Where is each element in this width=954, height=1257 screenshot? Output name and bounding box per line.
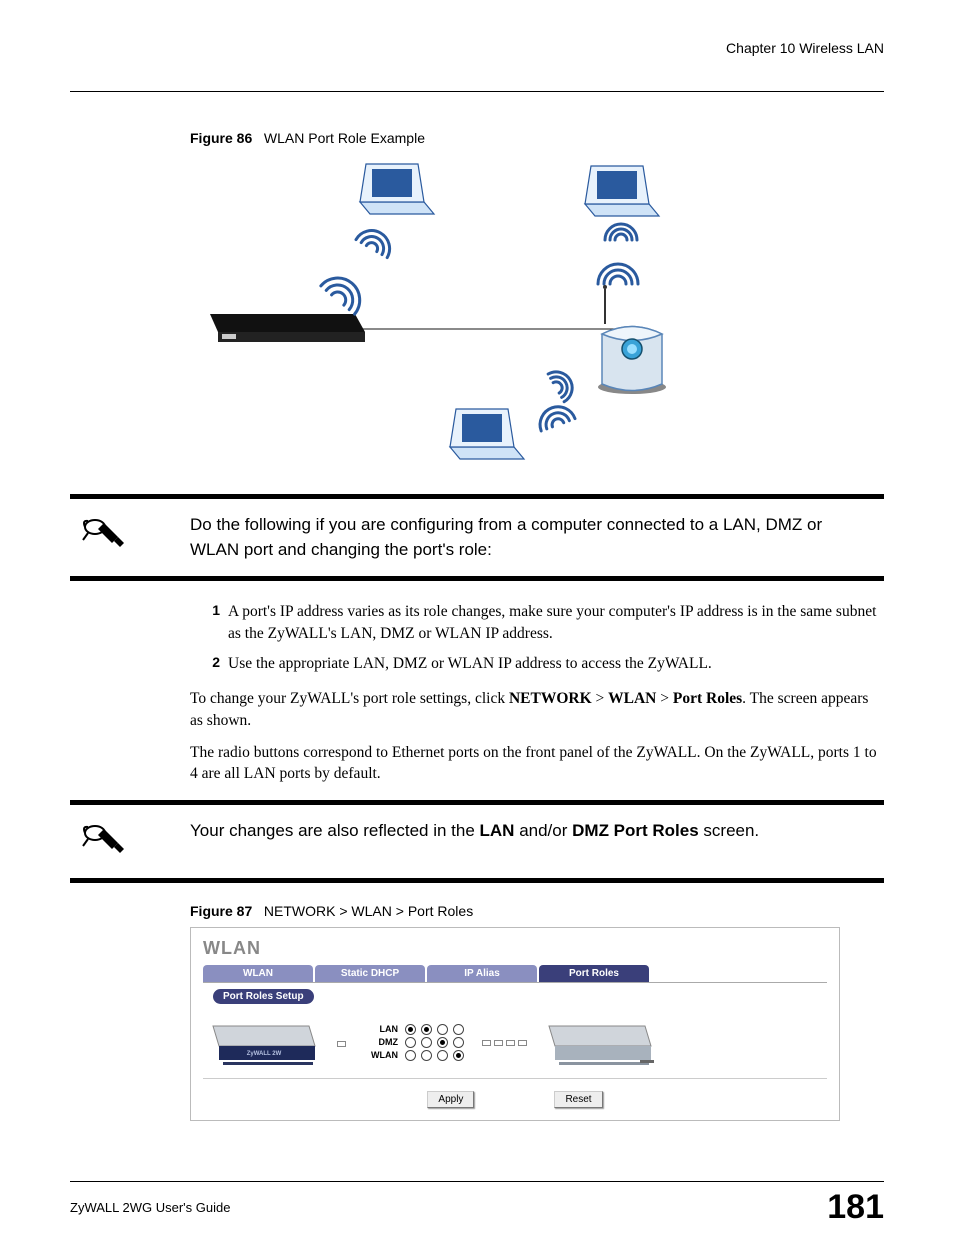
note-icon	[80, 821, 128, 861]
step-text-2: Use the appropriate LAN, DMZ or WLAN IP …	[228, 653, 712, 675]
radio-wlan-4[interactable]	[453, 1050, 464, 1061]
radio-dmz-4[interactable]	[453, 1037, 464, 1048]
radio-label-dmz: DMZ	[364, 1037, 400, 1047]
port-slot-left-icon	[337, 1034, 346, 1050]
port-roles-radio-grid: LAN DMZ	[364, 1024, 464, 1061]
figure-87-caption: Figure 87 NETWORK > WLAN > Port Roles	[190, 903, 884, 919]
step-number-1: 1	[190, 601, 228, 644]
radio-dmz-1[interactable]	[405, 1037, 416, 1048]
tabs-row: WLAN Static DHCP IP Alias Port Roles	[203, 965, 827, 983]
note-1-text: Do the following if you are configuring …	[160, 513, 884, 562]
steps-list: 1 A port's IP address varies as its role…	[190, 601, 884, 674]
note-block-2: Your changes are also reflected in the L…	[70, 800, 884, 883]
figure-86-label: Figure 86	[190, 130, 252, 146]
device-left-illustration: ZyWALL 2W	[209, 1016, 319, 1068]
tab-wlan[interactable]: WLAN	[203, 965, 313, 982]
figure-86-title: WLAN Port Role Example	[264, 130, 425, 146]
page-number: 181	[827, 1188, 884, 1227]
section-port-roles-setup: Port Roles Setup	[213, 989, 314, 1004]
radio-dmz-2[interactable]	[421, 1037, 432, 1048]
apply-button[interactable]: Apply	[427, 1091, 474, 1108]
wlan-panel-title: WLAN	[203, 938, 827, 959]
svg-text:ZyWALL 2W: ZyWALL 2W	[247, 1051, 282, 1057]
note-icon	[80, 515, 128, 555]
radio-dmz-3[interactable]	[437, 1037, 448, 1048]
paragraph-port-roles-path: To change your ZyWALL's port role settin…	[190, 688, 884, 731]
radio-lan-3[interactable]	[437, 1024, 448, 1035]
radio-lan-4[interactable]	[453, 1024, 464, 1035]
radio-row-wlan: WLAN	[364, 1050, 464, 1061]
radio-lan-2[interactable]	[421, 1024, 432, 1035]
figure-86-diagram	[190, 154, 710, 464]
radio-row-lan: LAN	[364, 1024, 464, 1035]
note-block-1: Do the following if you are configuring …	[70, 494, 884, 581]
radio-lan-1[interactable]	[405, 1024, 416, 1035]
step-text-1: A port's IP address varies as its role c…	[228, 601, 884, 644]
tab-ip-alias[interactable]: IP Alias	[427, 965, 537, 982]
radio-label-lan: LAN	[364, 1024, 400, 1034]
paragraph-radio-explain: The radio buttons correspond to Ethernet…	[190, 742, 884, 785]
radio-wlan-1[interactable]	[405, 1050, 416, 1061]
device-right-illustration	[545, 1016, 655, 1068]
step-number-2: 2	[190, 653, 228, 675]
figure-86-caption: Figure 86 WLAN Port Role Example	[190, 130, 884, 146]
radio-row-dmz: DMZ	[364, 1037, 464, 1048]
figure-87-label: Figure 87	[190, 903, 252, 919]
tab-static-dhcp[interactable]: Static DHCP	[315, 965, 425, 982]
tab-port-roles[interactable]: Port Roles	[539, 965, 649, 982]
header-rule	[70, 91, 884, 92]
radio-wlan-3[interactable]	[437, 1050, 448, 1061]
wlan-screenshot-panel: WLAN WLAN Static DHCP IP Alias Port Role…	[190, 927, 840, 1121]
chapter-title: Chapter 10 Wireless LAN	[70, 40, 884, 56]
footer-guide-name: ZyWALL 2WG User's Guide	[70, 1200, 230, 1215]
reset-button[interactable]: Reset	[554, 1091, 602, 1108]
radio-label-wlan: WLAN	[364, 1050, 400, 1060]
port-slots-right	[482, 1038, 527, 1046]
figure-87-title: NETWORK > WLAN > Port Roles	[264, 903, 473, 919]
panel-divider	[203, 1078, 827, 1079]
radio-wlan-2[interactable]	[421, 1050, 432, 1061]
note-2-text: Your changes are also reflected in the L…	[160, 819, 769, 844]
